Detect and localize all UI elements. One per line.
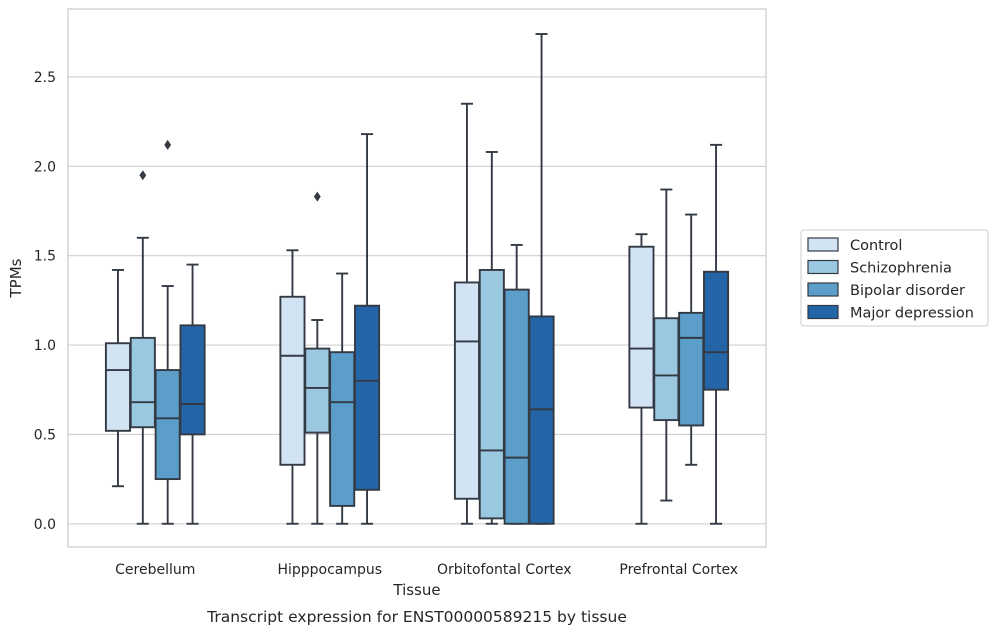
y-tick-label: 0.0 <box>34 517 56 533</box>
outlier-point <box>313 191 321 202</box>
legend-label: Schizophrenia <box>850 261 952 277</box>
box-iqr <box>653 317 680 422</box>
box-iqr <box>703 270 730 391</box>
box-plot <box>154 139 181 525</box>
plot-frame <box>67 8 767 548</box>
box-iqr <box>503 288 530 525</box>
box-iqr <box>129 336 156 429</box>
box-iqr <box>354 304 381 491</box>
y-tick-label: 2.5 <box>34 70 56 86</box>
box-iqr <box>678 311 705 427</box>
legend-item: Control <box>807 237 902 254</box>
box-iqr <box>628 245 655 409</box>
legend-item: Major depression <box>807 304 974 322</box>
box-plot <box>304 191 331 525</box>
legend-items: Control Schizophrenia Bipolar disorder Majo… <box>807 237 974 322</box>
series-schizophrenia <box>129 151 680 525</box>
box-iqr <box>478 269 505 520</box>
legend-swatch <box>807 304 839 320</box>
legend-item: Bipolar disorder <box>807 282 965 299</box>
box-plot <box>653 188 680 502</box>
y-tick-label: 2.0 <box>34 159 56 175</box>
box-plot <box>528 33 555 525</box>
box-plot <box>628 233 655 525</box>
x-tick-label: Prefrontal Cortex <box>619 562 738 578</box>
outlier-point <box>139 170 147 181</box>
box-iqr <box>453 281 480 500</box>
box-iqr <box>528 315 555 525</box>
legend-frame <box>800 229 989 327</box>
x-tick-label: Hipppocampus <box>277 562 382 578</box>
box-plot <box>354 133 381 525</box>
legend-swatch <box>807 259 839 275</box>
y-axis-label: TPMs <box>7 258 25 298</box>
x-axis-label: Tissue <box>392 581 440 599</box>
legend-swatch <box>807 237 839 252</box>
y-tick-labels: 0.0 0.5 1.0 1.5 2.0 2.5 <box>34 70 56 533</box>
legend: Control Schizophrenia Bipolar disorder Majo… <box>800 229 989 327</box>
x-tick-label: Orbitofontal Cortex <box>437 562 572 578</box>
series-bipolar-disorder <box>154 139 705 525</box>
y-tick-label: 1.5 <box>34 249 56 265</box>
box-plot <box>678 213 705 466</box>
legend-swatch <box>807 282 839 297</box>
box-iqr <box>279 295 306 466</box>
legend-item: Schizophrenia <box>807 259 952 277</box>
box-plot <box>279 249 306 525</box>
box-series <box>104 33 730 525</box>
legend-label: Bipolar disorder <box>850 283 965 299</box>
box-iqr <box>304 347 331 434</box>
x-tick-labels: Cerebellum Hipppocampus Orbitofontal Corte… <box>115 562 738 578</box>
box-iqr <box>104 342 131 432</box>
chart-caption: Transcript expression for ENST0000058921… <box>206 608 627 626</box>
box-plot <box>503 243 530 525</box>
outlier-point <box>164 139 172 150</box>
box-iqr <box>179 324 206 436</box>
box-iqr <box>154 369 181 481</box>
series-major-depression <box>179 33 730 525</box>
box-plot <box>104 269 131 488</box>
box-iqr <box>329 351 356 507</box>
y-tick-label: 1.0 <box>34 338 56 354</box>
box-plot <box>129 170 156 525</box>
box-plot <box>703 143 730 525</box>
box-plot <box>453 102 480 525</box>
box-plot <box>478 151 505 525</box>
legend-label: Major depression <box>850 306 974 322</box>
x-tick-label: Cerebellum <box>115 562 195 578</box>
box-plot <box>329 272 356 525</box>
y-tick-label: 0.5 <box>34 427 56 443</box>
legend-label: Control <box>850 238 902 254</box>
box-plot <box>179 263 206 525</box>
